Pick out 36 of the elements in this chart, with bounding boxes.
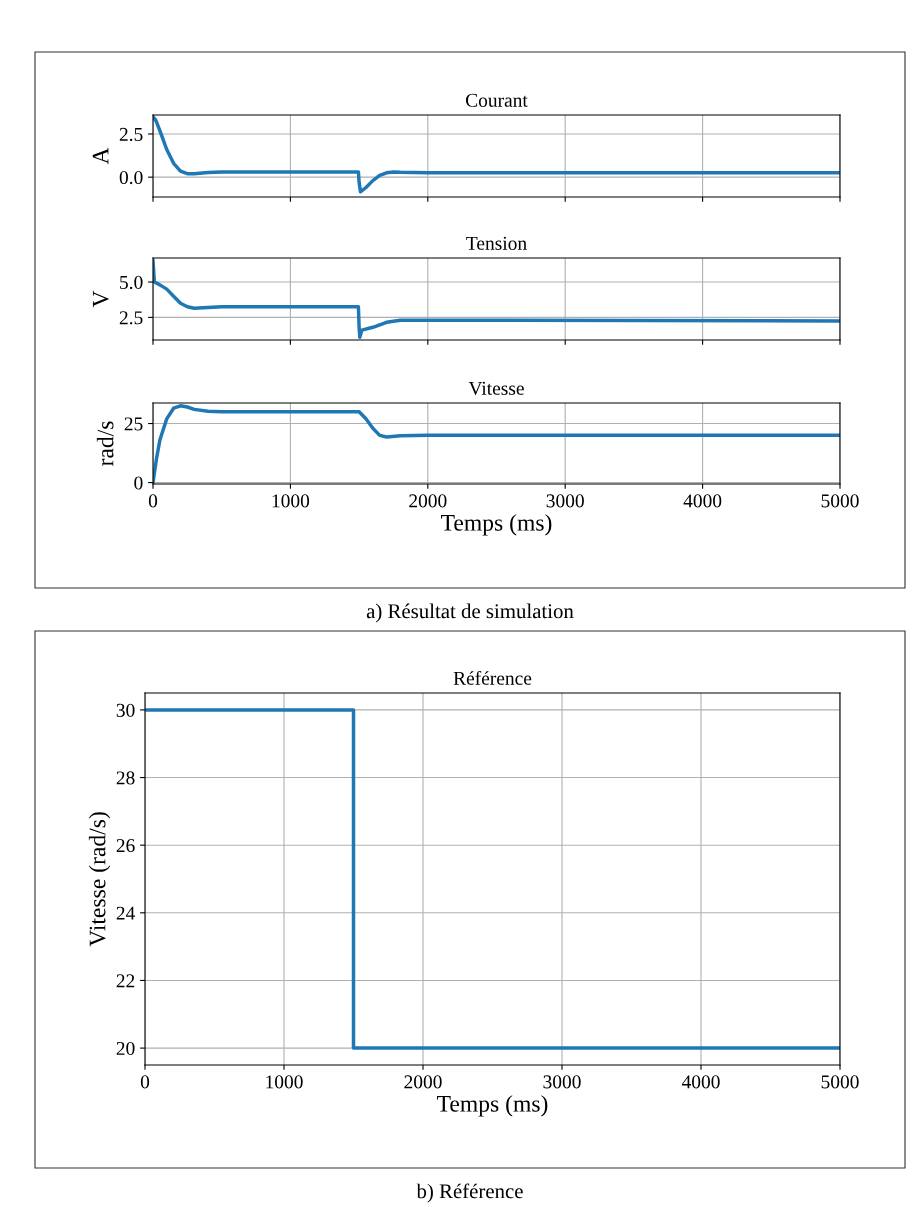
y-tick-label: 30 (116, 703, 135, 717)
y-tick-label: 25 (124, 417, 143, 431)
text: a) Résultat de simulation (366, 603, 574, 623)
x-tick-label: 3000 (546, 494, 584, 508)
x-tick-label: 0 (148, 494, 158, 508)
line-series (153, 115, 840, 194)
x-tick-label: 5000 (821, 494, 859, 508)
chart-title: Référence (453, 670, 532, 685)
y-tick-label: 20 (116, 1041, 135, 1056)
y-tick-label: 22 (116, 974, 135, 988)
y-tick-label: 2.5 (119, 127, 143, 142)
x-tick-label: 3000 (543, 1075, 581, 1089)
x-tick-label: 2000 (404, 1075, 442, 1089)
y-tick-label: 28 (116, 771, 135, 785)
chart-title: Vitesse (468, 381, 524, 395)
y-tick-label: 2.5 (119, 311, 143, 325)
y-axis-title: A (92, 147, 109, 165)
x-tick-label: 4000 (681, 1075, 720, 1089)
y-axis-title: Vitesse (rad/s) (88, 812, 111, 947)
y-tick-label: 26 (116, 839, 135, 853)
x-axis-title: Temps (ms) (441, 514, 552, 536)
x-tick-label: 2000 (409, 494, 447, 508)
y-tick-label: 24 (116, 906, 135, 920)
x-tick-label: 1000 (272, 494, 310, 508)
y-tick-label: 0 (134, 476, 143, 490)
chart-title: Courant (465, 93, 528, 107)
x-axis-title: Temps (ms) (437, 1095, 548, 1117)
x-tick-label: 4000 (683, 494, 722, 508)
chart-title: Tension (466, 236, 527, 250)
y-tick-label: 0.0 (119, 170, 143, 185)
text: b) Référence (416, 1183, 523, 1203)
y-axis-title: rad/s (96, 421, 114, 466)
y-tick-label: 5.0 (120, 275, 143, 290)
y-axis-title: V (92, 290, 109, 308)
x-tick-label: 5000 (821, 1075, 859, 1089)
x-tick-label: 1000 (266, 1075, 303, 1089)
